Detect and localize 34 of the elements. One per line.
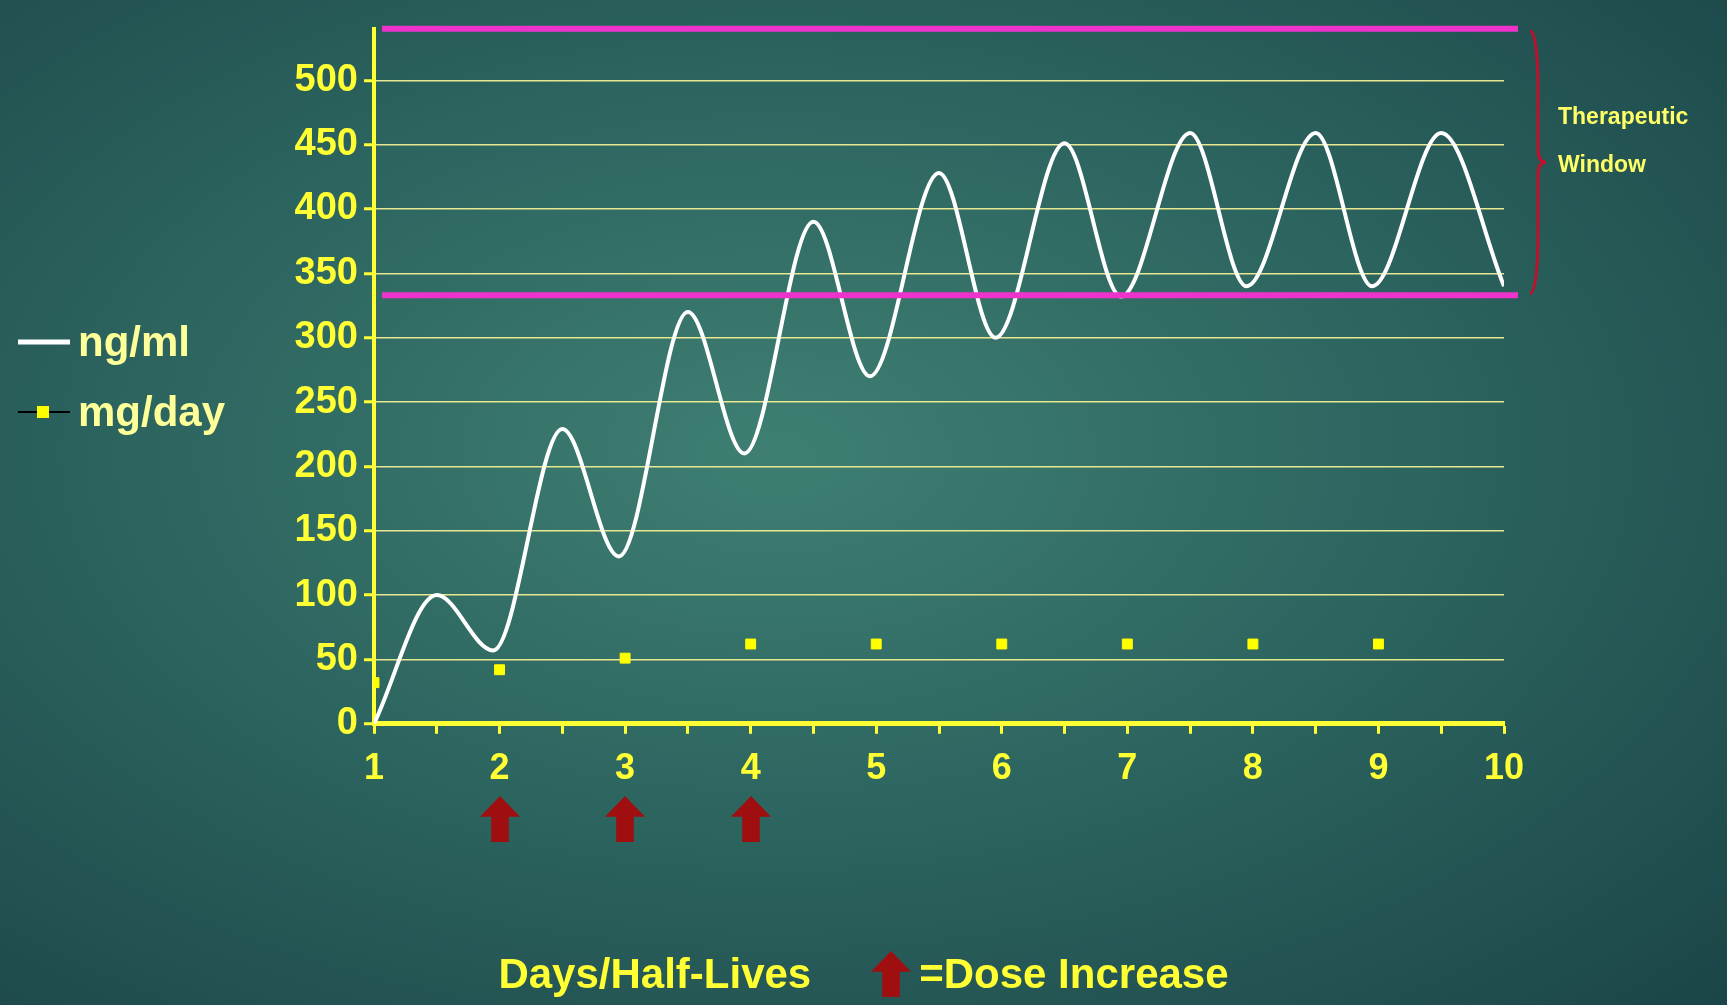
text: Therapeutic Window [1558, 102, 1690, 179]
point [494, 664, 506, 676]
y-tick-label: 450 [294, 121, 358, 164]
x-tick-label: 7 [1117, 746, 1138, 788]
point [870, 638, 882, 650]
x-tick-label: 9 [1368, 746, 1389, 788]
x-tick-label: 8 [1242, 746, 1263, 788]
y-tick-label: 200 [294, 442, 358, 485]
point [996, 638, 1008, 650]
y-tick-label: 400 [294, 185, 358, 228]
x-tick-label: 10 [1483, 746, 1525, 788]
y-tick-label: 0 [336, 700, 358, 743]
point [1121, 638, 1133, 650]
point [1373, 638, 1384, 650]
y-tick-label: 150 [294, 507, 358, 550]
legend-label: ng/ml [78, 317, 190, 366]
x-axis-title: Days/Half-Lives [498, 950, 812, 998]
x-tick-label: 4 [740, 746, 761, 788]
x-tick-label: 5 [866, 746, 887, 788]
text: =Dose Increase [919, 950, 1229, 998]
y-tick-label: 350 [294, 249, 358, 292]
y-tick-label: 50 [315, 635, 358, 678]
x-tick-label: 6 [991, 746, 1012, 788]
point [745, 638, 757, 650]
point [619, 652, 631, 664]
y-tick-label: 250 [294, 378, 358, 421]
x-tick-label: 3 [615, 746, 636, 788]
x-tick-label: 2 [489, 746, 510, 788]
y-tick-label: 500 [294, 56, 358, 99]
y-tick-label: 300 [294, 314, 358, 357]
x-tick-label: 1 [363, 746, 385, 788]
legend-label: mg/day [78, 387, 226, 436]
point [1247, 638, 1259, 650]
y-tick-label: 100 [294, 571, 358, 614]
